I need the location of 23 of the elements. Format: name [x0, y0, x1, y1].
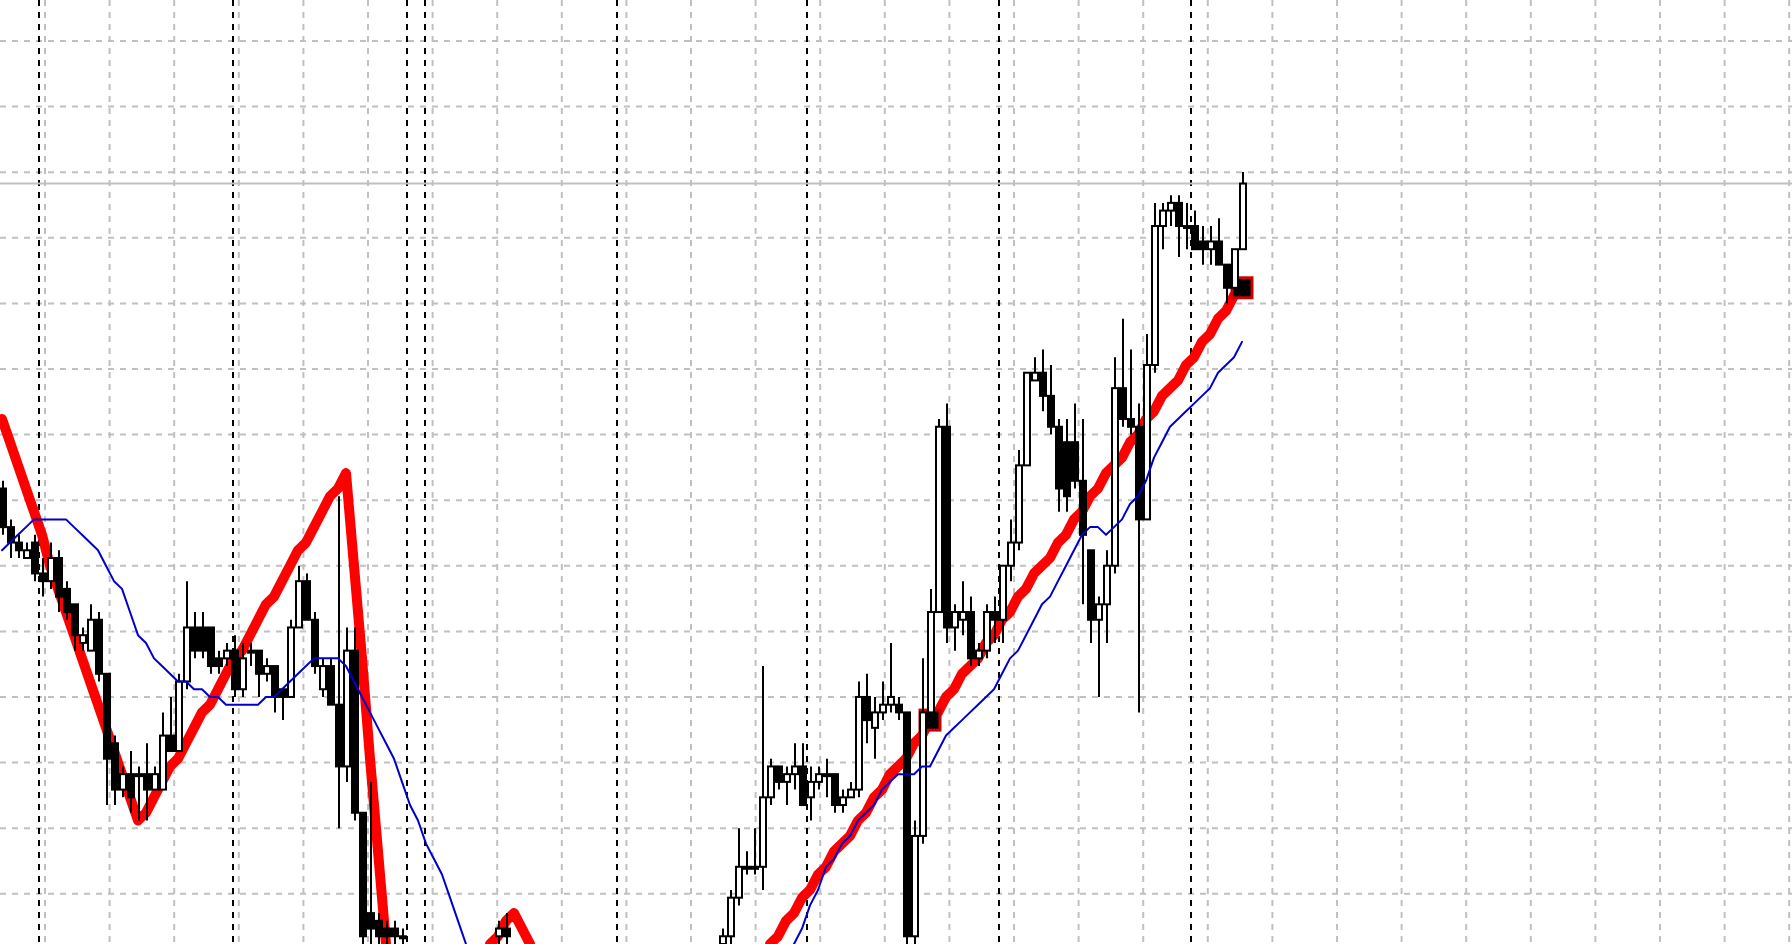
- candlestick: [495, 919, 503, 944]
- candlestick: [367, 780, 375, 944]
- candlestick: [199, 611, 207, 660]
- candlestick: [55, 549, 63, 614]
- candlestick: [1183, 201, 1191, 251]
- candlestick: [239, 641, 247, 698]
- candlestick: [271, 665, 279, 714]
- candlestick: [127, 750, 135, 814]
- candlestick: [1207, 225, 1215, 266]
- candlestick: [383, 919, 391, 944]
- candlestick: [503, 912, 511, 944]
- candlestick: [135, 765, 143, 822]
- candlestick: [143, 742, 151, 822]
- candlestick: [47, 541, 55, 590]
- candlestick: [983, 603, 991, 660]
- candlestick: [1175, 194, 1183, 258]
- candlestick: [823, 757, 831, 799]
- candlestick: [1199, 225, 1207, 266]
- candlestick: [887, 641, 895, 714]
- candlestick: [231, 634, 239, 698]
- candlestick: [807, 765, 815, 822]
- candlestick: [255, 649, 263, 698]
- candlestick: [391, 919, 399, 944]
